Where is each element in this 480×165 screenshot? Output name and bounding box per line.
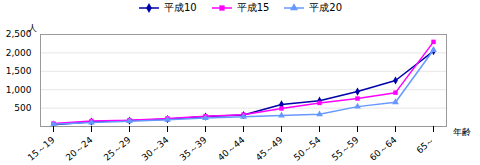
svg-text:1,000: 1,000 [6,85,32,95]
svg-text:2,000: 2,000 [6,48,32,58]
svg-text:1,500: 1,500 [6,66,32,76]
svg-text:2,500: 2,500 [5,29,32,40]
svg-text:500: 500 [14,103,31,113]
svg-text:20～24: 20～24 [64,134,95,162]
svg-text:50～54: 50～54 [292,134,323,162]
html-text:平成15: 平成15 [236,2,270,13]
svg-text:30～34: 30～34 [140,134,171,162]
svg-text:35～39: 35～39 [178,134,209,162]
svg-text:60～64: 60～64 [368,134,399,162]
html-text:平成10: 平成10 [163,2,197,13]
svg-text:55～59: 55～59 [330,134,361,162]
svg-text:15～19: 15～19 [26,134,57,162]
svg-text:45～49: 45～49 [254,134,285,162]
svg-text:年齢: 年齢 [453,127,471,137]
html-text:平成20: 平成20 [309,2,343,13]
svg-text:40～44: 40～44 [216,134,247,162]
svg-text:65～: 65～ [415,135,437,156]
svg-text:25～29: 25～29 [102,134,133,162]
svg-text:人: 人 [28,23,37,33]
